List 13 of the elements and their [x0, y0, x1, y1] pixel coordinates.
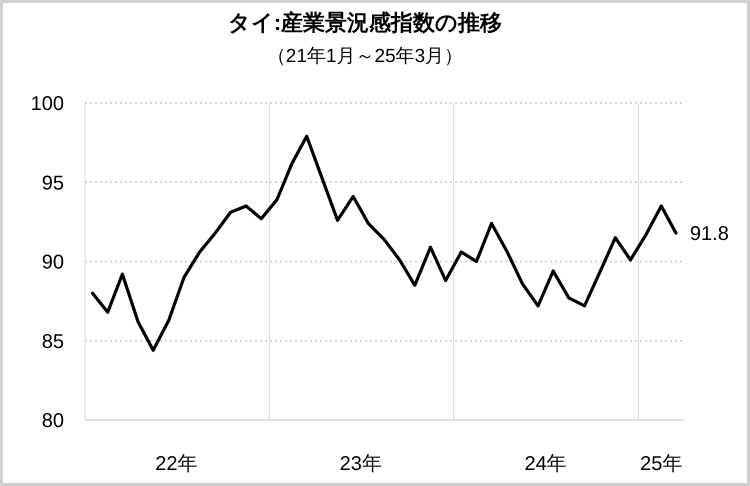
y-tick-label: 85 — [42, 330, 64, 353]
y-tick-label: 100 — [30, 93, 64, 115]
line-series — [90, 134, 678, 352]
x-tick-label: 25年 — [640, 453, 682, 475]
y-tick-label: 95 — [42, 172, 64, 194]
y-tick-label: 90 — [42, 252, 64, 274]
chart-title: タイ:産業景況感指数の推移 — [228, 10, 502, 35]
x-tick-label: 22年 — [155, 453, 198, 475]
x-tick-label: 24年 — [524, 453, 567, 475]
x-tick-label: 23年 — [340, 453, 382, 475]
y-tick-label: 80 — [42, 410, 64, 432]
annotation: 91.8 — [690, 222, 729, 245]
chart-subtitle: （21年1月～25年3月） — [266, 46, 464, 67]
